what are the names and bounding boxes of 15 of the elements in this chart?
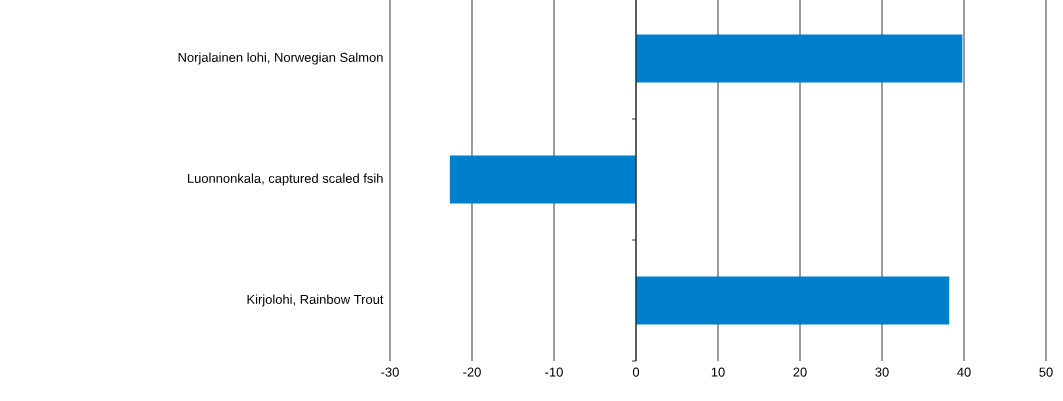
x-tick-label: 40 xyxy=(957,367,971,377)
bar xyxy=(636,34,963,83)
x-tick-label: -30 xyxy=(381,367,399,377)
x-tick-label: -20 xyxy=(463,367,481,377)
y-tick-label: Norjalainen lohi, Norwegian Salmon xyxy=(178,52,383,65)
bar xyxy=(636,276,950,325)
x-tick-label: 10 xyxy=(711,367,725,377)
x-tick-label: 50 xyxy=(1039,367,1053,377)
x-tick-label: 20 xyxy=(793,367,807,377)
y-tick-label: Kirjolohi, Rainbow Trout xyxy=(247,294,384,307)
x-tick-label: 30 xyxy=(875,367,889,377)
x-tick-label: 0 xyxy=(632,367,640,377)
bar xyxy=(449,155,636,204)
y-tick-label: Luonnonkala, captured scaled fsih xyxy=(187,173,383,186)
x-tick-label: -10 xyxy=(545,367,563,377)
